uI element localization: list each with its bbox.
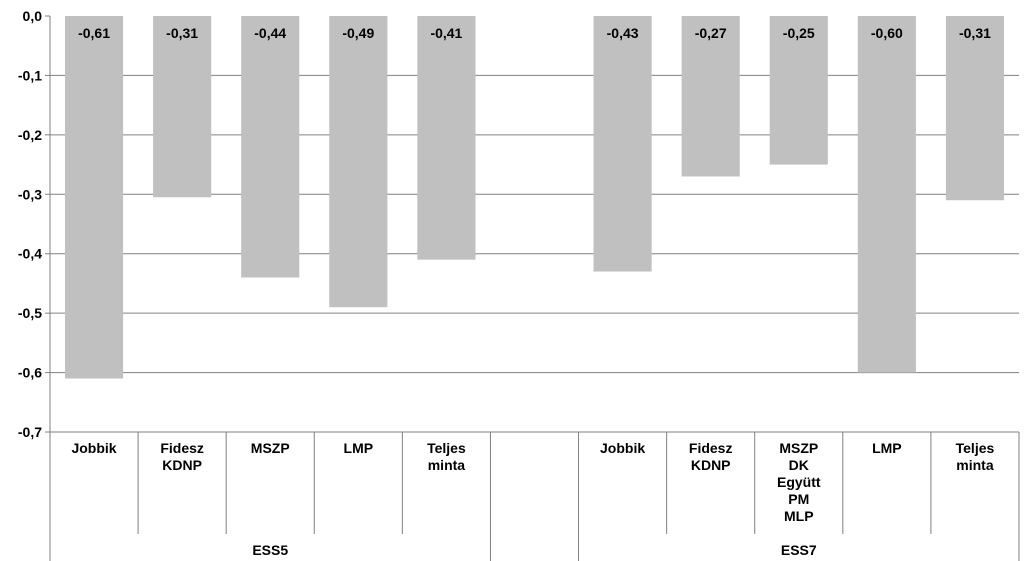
bar [681, 16, 740, 177]
bar [417, 16, 476, 260]
y-tick-label: 0,0 [23, 8, 43, 24]
data-labels: -0,61 -0,31 -0,44 -0,49 -0,41 -0,43 -0,27 -0,25… [78, 25, 991, 41]
category-label: LMP [344, 440, 374, 456]
data-label: -0,27 [695, 25, 727, 41]
bar [329, 16, 388, 308]
y-axis-ticks: 0,0 -0,1 -0,2 -0,3 -0,4 -0,5 -0,6 -0,7 [18, 8, 42, 440]
category-label: Fidesz KDNP [689, 440, 733, 473]
category-label: Teljes minta [427, 440, 466, 473]
data-label: -0,44 [254, 25, 286, 41]
category-label: MSZP DK Együtt PM MLP [777, 440, 821, 524]
y-tick-label: -0,1 [18, 67, 42, 83]
bar [769, 16, 828, 165]
y-tick-label: -0,6 [18, 365, 42, 381]
category-label: Jobbik [600, 440, 645, 456]
y-tick-label: -0,7 [18, 424, 42, 440]
bar [241, 16, 300, 278]
y-tick-label: -0,3 [18, 186, 42, 202]
data-label: -0,41 [430, 25, 462, 41]
y-tick-label: -0,5 [18, 305, 42, 321]
group-label: ESS7 [781, 542, 817, 558]
gridlines [50, 74, 1019, 374]
category-label: Fidesz KDNP [160, 440, 204, 473]
bar [153, 16, 212, 198]
bar [64, 16, 124, 379]
data-label: -0,49 [342, 25, 374, 41]
data-label: -0,60 [871, 25, 903, 41]
data-label: -0,31 [166, 25, 198, 41]
axes [45, 15, 1020, 561]
category-label: Teljes minta [956, 440, 995, 473]
y-tick-label: -0,2 [18, 127, 42, 143]
data-label: -0,31 [959, 25, 991, 41]
y-tick-label: -0,4 [18, 246, 42, 262]
category-label: MSZP [251, 440, 290, 456]
category-label: Jobbik [71, 440, 116, 456]
bars [64, 16, 1005, 379]
data-label: -0,43 [607, 25, 639, 41]
data-label: -0,61 [78, 25, 110, 41]
bar [945, 16, 1005, 201]
x-axis-categories: Jobbik Fidesz KDNP MSZP LMP Teljes minta Jobbik… [71, 440, 994, 558]
bar [593, 16, 652, 272]
group-label: ESS5 [252, 542, 288, 558]
category-label: LMP [872, 440, 902, 456]
bar [857, 16, 916, 373]
data-label: -0,25 [783, 25, 815, 41]
